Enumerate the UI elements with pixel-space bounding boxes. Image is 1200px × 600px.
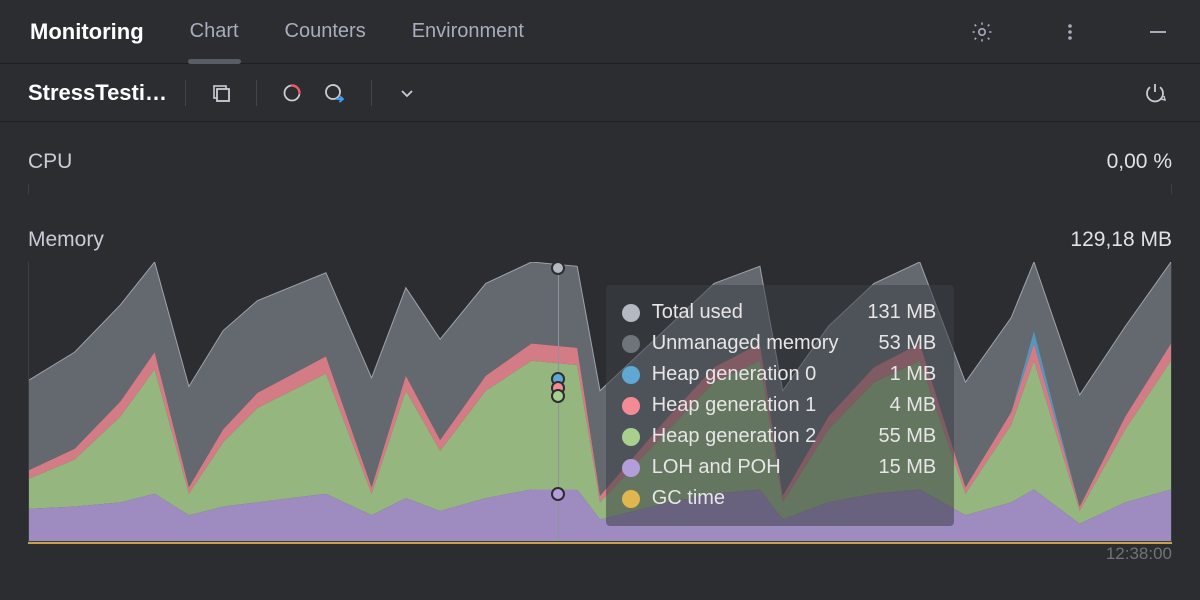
memory-chart[interactable] bbox=[28, 262, 1172, 542]
tab-counters-label: Counters bbox=[285, 20, 366, 43]
legend-swatch bbox=[622, 335, 640, 353]
tab-counters[interactable]: Counters bbox=[283, 0, 368, 63]
legend-row: Total used 131 MB bbox=[622, 297, 937, 328]
memory-section: Memory 129,18 MB Total used131 MBUnmanag… bbox=[0, 200, 1200, 572]
tab-underline bbox=[188, 59, 241, 64]
legend-swatch bbox=[622, 459, 640, 477]
toolbar: StressTesti… bbox=[0, 64, 1200, 122]
legend-value: 53 MB bbox=[878, 332, 936, 355]
tab-environment[interactable]: Environment bbox=[410, 0, 526, 63]
legend-value: 55 MB bbox=[878, 425, 936, 448]
gear-icon[interactable] bbox=[968, 18, 996, 46]
legend-swatch bbox=[622, 397, 640, 415]
legend-row: Unmanaged memory 53 MB bbox=[622, 328, 937, 359]
divider bbox=[371, 80, 372, 106]
memory-value: 129,18 MB bbox=[1070, 228, 1172, 252]
panel-title: Monitoring bbox=[28, 0, 146, 63]
legend-row: GC time bbox=[622, 483, 937, 514]
divider bbox=[185, 80, 186, 106]
legend-label: Total used bbox=[652, 301, 856, 324]
legend-swatch bbox=[622, 490, 640, 508]
minimize-icon[interactable] bbox=[1144, 18, 1172, 46]
memory-legend: Total used131 MBUnmanaged memory53 MBHea… bbox=[606, 285, 955, 526]
cpu-track bbox=[28, 184, 1172, 194]
legend-row: Heap generation 1 4 MB bbox=[622, 390, 937, 421]
legend-value: 4 MB bbox=[890, 394, 937, 417]
legend-value: 131 MB bbox=[867, 301, 936, 324]
tab-chart-label: Chart bbox=[190, 20, 239, 43]
cpu-label: CPU bbox=[28, 150, 72, 174]
power-icon[interactable] bbox=[1138, 76, 1172, 110]
more-vert-icon[interactable] bbox=[1056, 18, 1084, 46]
process-name: StressTesti… bbox=[28, 80, 167, 106]
profile-red-icon[interactable] bbox=[275, 76, 309, 110]
cpu-section: CPU 0,00 % bbox=[0, 122, 1200, 194]
legend-swatch bbox=[622, 304, 640, 322]
legend-value: 15 MB bbox=[878, 456, 936, 479]
legend-label: Heap generation 1 bbox=[652, 394, 878, 417]
timeline: 12:38:00 bbox=[28, 542, 1172, 572]
legend-row: Heap generation 2 55 MB bbox=[622, 421, 937, 452]
tab-chart[interactable]: Chart bbox=[188, 0, 241, 63]
legend-label: Unmanaged memory bbox=[652, 332, 867, 355]
profile-blue-icon[interactable] bbox=[319, 76, 353, 110]
chevron-down-icon[interactable] bbox=[390, 76, 424, 110]
cursor-dot bbox=[551, 487, 565, 501]
memory-label: Memory bbox=[28, 228, 104, 252]
legend-value: 1 MB bbox=[890, 363, 937, 386]
legend-label: Heap generation 0 bbox=[652, 363, 878, 386]
top-tabbar: Monitoring Chart Counters Environment bbox=[0, 0, 1200, 64]
stack-icon[interactable] bbox=[204, 76, 238, 110]
legend-swatch bbox=[622, 366, 640, 384]
legend-swatch bbox=[622, 428, 640, 446]
tab-environment-label: Environment bbox=[412, 20, 524, 43]
cpu-value: 0,00 % bbox=[1107, 150, 1172, 174]
legend-label: LOH and POH bbox=[652, 456, 867, 479]
legend-label: GC time bbox=[652, 487, 925, 510]
legend-label: Heap generation 2 bbox=[652, 425, 867, 448]
timeline-tick: 12:38:00 bbox=[1106, 544, 1172, 564]
cursor-dot bbox=[551, 389, 565, 403]
legend-row: Heap generation 0 1 MB bbox=[622, 359, 937, 390]
legend-row: LOH and POH 15 MB bbox=[622, 452, 937, 483]
divider bbox=[256, 80, 257, 106]
